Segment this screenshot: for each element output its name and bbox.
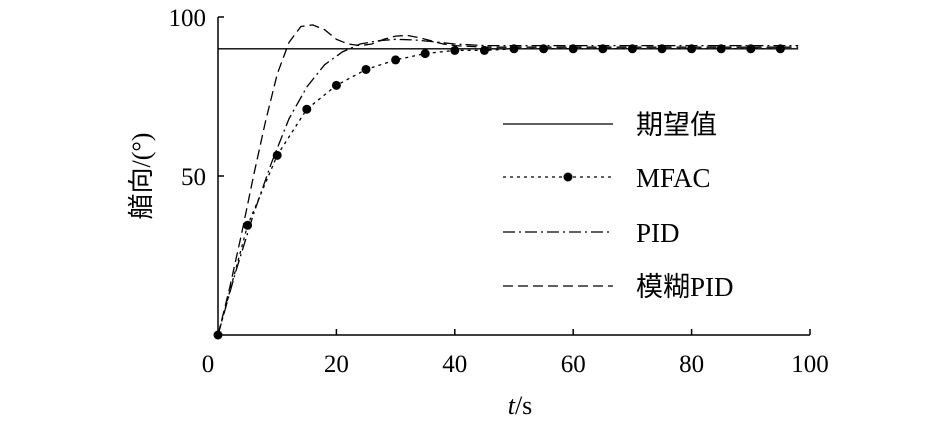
series-point	[302, 104, 312, 114]
series-point	[479, 45, 489, 55]
x-tick-label: 20	[324, 351, 349, 378]
series-line-1	[217, 48, 781, 336]
series-line-3	[217, 24, 799, 336]
series-line-2	[217, 38, 799, 336]
legend-label-0: 期望值	[636, 110, 717, 140]
legend-marker	[563, 172, 573, 182]
series-point	[420, 49, 430, 59]
legend-label-2: PID	[636, 218, 680, 248]
y-tick-label: 50	[181, 164, 206, 191]
series-point	[450, 45, 460, 55]
y-tick-label: 100	[169, 5, 207, 32]
x-tick-label: 80	[679, 351, 704, 378]
x-axis-label-var: t	[508, 391, 516, 420]
x-axis-label-unit: /s	[515, 391, 532, 420]
plot-area	[213, 24, 799, 340]
series-point	[391, 55, 401, 65]
x-tick-label: 60	[561, 351, 586, 378]
series-point	[272, 150, 282, 160]
x-tick-label: 0	[202, 351, 215, 378]
series-point	[331, 80, 341, 90]
axis-ticks: 0 20 40 60 80 100 50 100	[169, 5, 829, 378]
legend: 期望值 MFAC PID 模糊PID	[503, 110, 734, 302]
y-axis-label: 艏向/(°)	[127, 133, 156, 220]
x-axis-label: t/s	[508, 391, 533, 420]
legend-label-3: 模糊PID	[636, 272, 734, 302]
x-tick-label: 100	[791, 351, 829, 378]
series-point	[361, 64, 371, 74]
x-tick-label: 40	[442, 351, 467, 378]
legend-label-1: MFAC	[636, 163, 711, 193]
